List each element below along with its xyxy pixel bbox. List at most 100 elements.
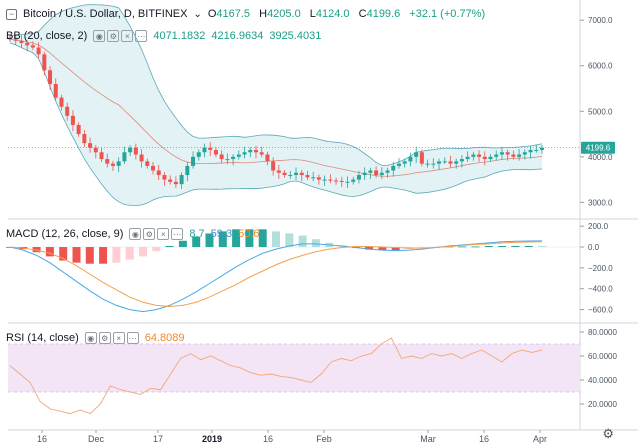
candle-body — [374, 170, 379, 176]
candle-body — [242, 152, 247, 155]
macd-hist-bar — [45, 247, 54, 257]
close-icon[interactable]: × — [121, 30, 134, 42]
settings-icon[interactable]: ⚙ — [143, 228, 156, 240]
candle-body — [19, 40, 24, 43]
candle-body — [419, 152, 424, 164]
close-icon[interactable]: × — [157, 228, 170, 240]
macd-hist-bar — [418, 247, 427, 249]
rsi-line — [9, 337, 543, 415]
macd-hist-bar — [498, 245, 507, 248]
candle-body — [511, 154, 516, 157]
more-icon[interactable]: ⋯ — [126, 332, 139, 344]
candle-body — [459, 159, 464, 162]
time-axis-label: Apr — [533, 434, 547, 444]
macd-indicator-name[interactable]: MACD (12, 26, close, 9) — [6, 228, 124, 240]
macd-hist-bar — [258, 229, 267, 248]
candle-body — [442, 161, 447, 163]
candle-body — [208, 147, 213, 150]
candle-body — [328, 179, 333, 181]
candle-body — [253, 149, 258, 153]
eye-icon[interactable]: ◉ — [84, 332, 97, 344]
macd-hist-bar — [139, 247, 147, 257]
candle-body — [362, 172, 367, 176]
candle-body — [25, 42, 30, 46]
more-icon[interactable]: ⋯ — [135, 30, 148, 42]
candle-body — [534, 149, 539, 151]
eye-icon[interactable]: ◉ — [129, 228, 142, 240]
chevron-down-icon[interactable]: ⌄ — [193, 8, 202, 20]
eye-icon[interactable]: ◉ — [93, 30, 106, 42]
candle-body — [339, 180, 344, 182]
candle-body — [185, 165, 190, 176]
macd-tick-label: −600.0 — [588, 306, 613, 315]
more-icon[interactable]: ⋯ — [171, 228, 184, 240]
candle-body — [385, 170, 390, 173]
candle-body — [162, 175, 167, 180]
candle-body — [219, 154, 224, 160]
macd-tick-label: 200.0 — [588, 222, 609, 231]
candle-body — [311, 177, 316, 179]
last-price-tag — [581, 141, 615, 154]
candle-body — [379, 172, 384, 176]
candle-body — [231, 156, 236, 160]
candle-body — [202, 147, 207, 153]
macd-hist-bar — [125, 247, 134, 260]
macd-hist-bar — [311, 239, 320, 248]
candle-body — [482, 156, 487, 160]
rsi-band — [8, 344, 580, 392]
macd-hist-bar — [391, 247, 400, 251]
candle-body — [7, 37, 13, 40]
rsi-value: 64.8089 — [144, 332, 185, 344]
macd-hist-bar — [484, 245, 493, 248]
candle-body — [539, 147, 545, 150]
rsi-indicator-name[interactable]: RSI (14, close) — [6, 332, 79, 344]
bb-lower-value: 3925.4031 — [269, 30, 322, 42]
settings-icon[interactable]: ⚙ — [98, 332, 111, 344]
candle-body — [477, 154, 482, 157]
candle-body — [259, 152, 264, 155]
candle-body — [528, 149, 533, 153]
candle-body — [488, 156, 493, 160]
ohlc-values: O4167.5 H4205.0 L4124.0 C4199.6 +32.1 (+… — [207, 8, 486, 20]
candle-body — [322, 179, 327, 181]
candle-body — [276, 170, 281, 173]
candle-body — [42, 54, 47, 71]
candle-body — [53, 83, 58, 98]
candle-body — [196, 152, 201, 157]
macd-tick-label: −200.0 — [588, 264, 613, 273]
close-icon[interactable]: × — [112, 332, 125, 344]
candle-body — [408, 156, 413, 162]
candle-body — [76, 124, 81, 135]
macd-hist-bar — [205, 233, 214, 248]
macd-hist-bar — [471, 246, 480, 248]
price-tick-label: 7000.0 — [588, 16, 613, 25]
candle-body — [179, 175, 184, 185]
macd-line — [9, 240, 543, 313]
bb-upper-value: 4216.9634 — [211, 30, 264, 42]
candle-body — [499, 152, 504, 155]
price-tick-label: 5000.0 — [588, 107, 613, 116]
candle-body — [173, 181, 178, 185]
symbol-title[interactable]: Bitcoin / U.S. Dollar, D, BITFINEX — [23, 8, 188, 20]
candle-body — [59, 97, 64, 107]
settings-icon[interactable]: ⚙ — [107, 30, 120, 42]
time-axis-label: Dec — [88, 434, 105, 444]
macd-tick-label: −400.0 — [588, 285, 613, 294]
macd-hist-bar — [285, 233, 294, 248]
rsi-tick-label: 60.0000 — [588, 352, 617, 361]
macd-signal-value: 50.6 — [238, 228, 260, 240]
candle-body — [448, 161, 453, 164]
macd-hist-bar — [298, 235, 307, 248]
candle-body — [517, 154, 522, 157]
minus-box-icon[interactable]: − — [6, 8, 17, 20]
macd-hist-bar — [538, 246, 546, 248]
candle-body — [402, 161, 407, 164]
bb-indicator-name[interactable]: BB (20, close, 2) — [6, 30, 88, 42]
price-tick-label: 3000.0 — [588, 198, 613, 207]
candle-body — [265, 154, 270, 162]
candle-body — [271, 161, 276, 171]
macd-tick-label: 0.0 — [588, 243, 600, 252]
gear-icon[interactable]: ⚙ — [602, 426, 614, 441]
low-value: 4124.0 — [315, 8, 350, 20]
